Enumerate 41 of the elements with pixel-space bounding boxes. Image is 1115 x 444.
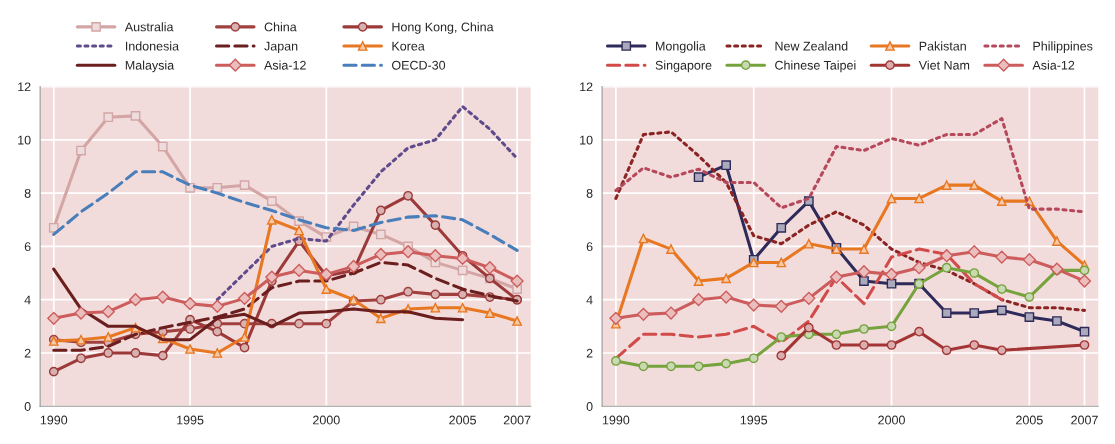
legend-label: Asia-12 bbox=[264, 60, 306, 70]
x-tick-label: 1995 bbox=[740, 415, 768, 425]
y-tick-label: 6 bbox=[586, 242, 593, 252]
y-tick-label: 4 bbox=[24, 295, 31, 305]
legend-label: Pakistan bbox=[919, 41, 966, 51]
x-tick-label: 2007 bbox=[503, 415, 531, 425]
y-tick-label: 8 bbox=[24, 188, 31, 198]
legend-label: Malaysia bbox=[125, 60, 175, 73]
legend-label: New Zealand bbox=[775, 41, 848, 51]
y-tick-label: 12 bbox=[18, 82, 31, 92]
legend-label: Chinese Taipei bbox=[775, 60, 856, 73]
y-tick-label: 8 bbox=[586, 188, 593, 198]
legend-label: Mongolia bbox=[656, 41, 706, 53]
y-tick-label: 4 bbox=[586, 295, 593, 305]
y-tick-label: 6 bbox=[24, 242, 31, 252]
legend-label: Asia-12 bbox=[1032, 60, 1075, 70]
x-tick-label: 1990 bbox=[602, 415, 630, 425]
legend-label: Indonesia bbox=[125, 41, 180, 51]
legend-label: China bbox=[264, 22, 297, 32]
y-tick-label: 12 bbox=[580, 82, 593, 92]
legend-label: Australia bbox=[124, 22, 174, 32]
legend-label: Korea bbox=[392, 41, 425, 51]
y-tick-label: 2 bbox=[24, 348, 31, 358]
legend-label: Singapore bbox=[655, 60, 712, 73]
x-tick-label: 1990 bbox=[40, 415, 68, 425]
x-tick-label: 2005 bbox=[1016, 415, 1043, 425]
x-tick-label: 2007 bbox=[1071, 415, 1098, 425]
y-tick-label: 2 bbox=[586, 348, 593, 358]
legend-label: Philippines bbox=[1033, 41, 1093, 53]
y-tick-label: 10 bbox=[18, 135, 31, 145]
x-tick-label: 1995 bbox=[177, 415, 204, 425]
y-tick-label: 10 bbox=[580, 135, 593, 145]
y-tick-label: 0 bbox=[24, 402, 31, 411]
x-tick-label: 2005 bbox=[449, 415, 476, 425]
legend-label: OECD-30 bbox=[392, 60, 446, 70]
legend-label: Viet Nam bbox=[918, 60, 970, 70]
legend-label: Japan bbox=[264, 41, 298, 53]
legend-label: Hong Kong, China bbox=[392, 22, 494, 34]
y-tick-label: 0 bbox=[586, 402, 593, 411]
x-tick-label: 2000 bbox=[878, 415, 905, 425]
x-tick-label: 2000 bbox=[313, 415, 340, 425]
